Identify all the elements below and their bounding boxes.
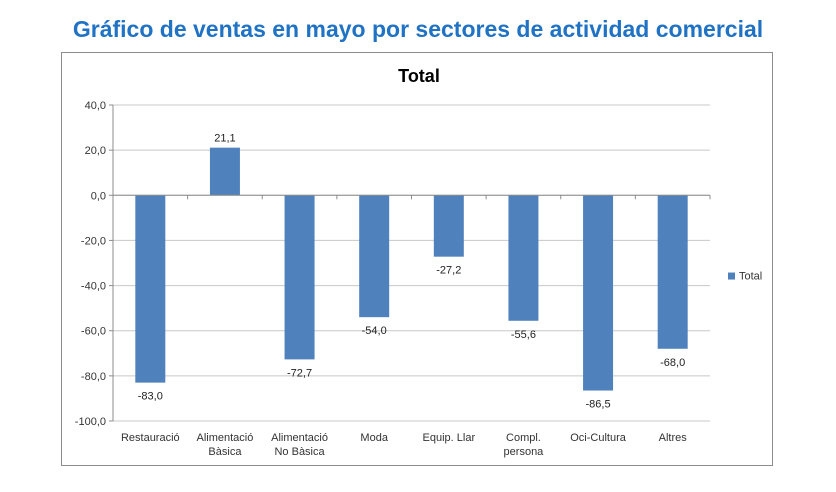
x-tick-label: Alimentació [197,432,254,444]
x-tick-label: persona [504,446,545,458]
page-title: Gráfico de ventas en mayo por sectores d… [72,16,764,42]
x-tick-label: Equip. Llar [423,432,476,444]
x-tick-label: Restauració [121,432,180,444]
x-tick-label: Oci-Cultura [570,432,627,444]
data-label: -86,5 [586,399,611,411]
data-label: -27,2 [436,265,461,277]
bar [135,195,166,383]
bar [583,195,614,391]
data-label: -68,0 [660,357,685,369]
data-label: -54,0 [362,325,387,337]
data-label: -55,6 [511,329,536,341]
x-tick-label: Altres [659,432,688,444]
x-tick-label: Alimentació [271,432,328,444]
data-label: 21,1 [214,133,235,145]
bar [209,147,240,196]
legend-label: Total [739,271,762,283]
x-tick-label: Bàsica [208,446,242,458]
legend-swatch [728,272,735,280]
bar [657,195,688,349]
y-tick-label: -60,0 [81,326,106,338]
bar [359,195,390,318]
chart-frame: Total 40,0 20,0 0,0 -20,0 -40,0 -60,0 -80,0 -10… [61,52,773,466]
y-tick-label: 0,0 [91,190,106,202]
bar [508,195,539,321]
y-tick-label: -80,0 [81,371,106,383]
x-tick-label: Moda [360,432,388,444]
y-tick-label: -20,0 [81,235,106,247]
bar [284,195,315,360]
bar-chart: Total 40,0 20,0 0,0 -20,0 -40,0 -60,0 -80,0 -10… [75,66,762,458]
data-label: -72,7 [287,367,312,379]
chart-title: Total [398,66,440,86]
data-label: -83,0 [138,391,163,403]
y-tick-label: -100,0 [75,416,106,428]
bar [433,195,464,257]
x-tick-label: No Bàsica [274,446,325,458]
y-tick-label: -40,0 [81,281,106,293]
y-tick-label: 40,0 [85,100,106,112]
y-tick-label: 20,0 [85,145,106,157]
x-tick-label: Compl. [506,432,541,444]
